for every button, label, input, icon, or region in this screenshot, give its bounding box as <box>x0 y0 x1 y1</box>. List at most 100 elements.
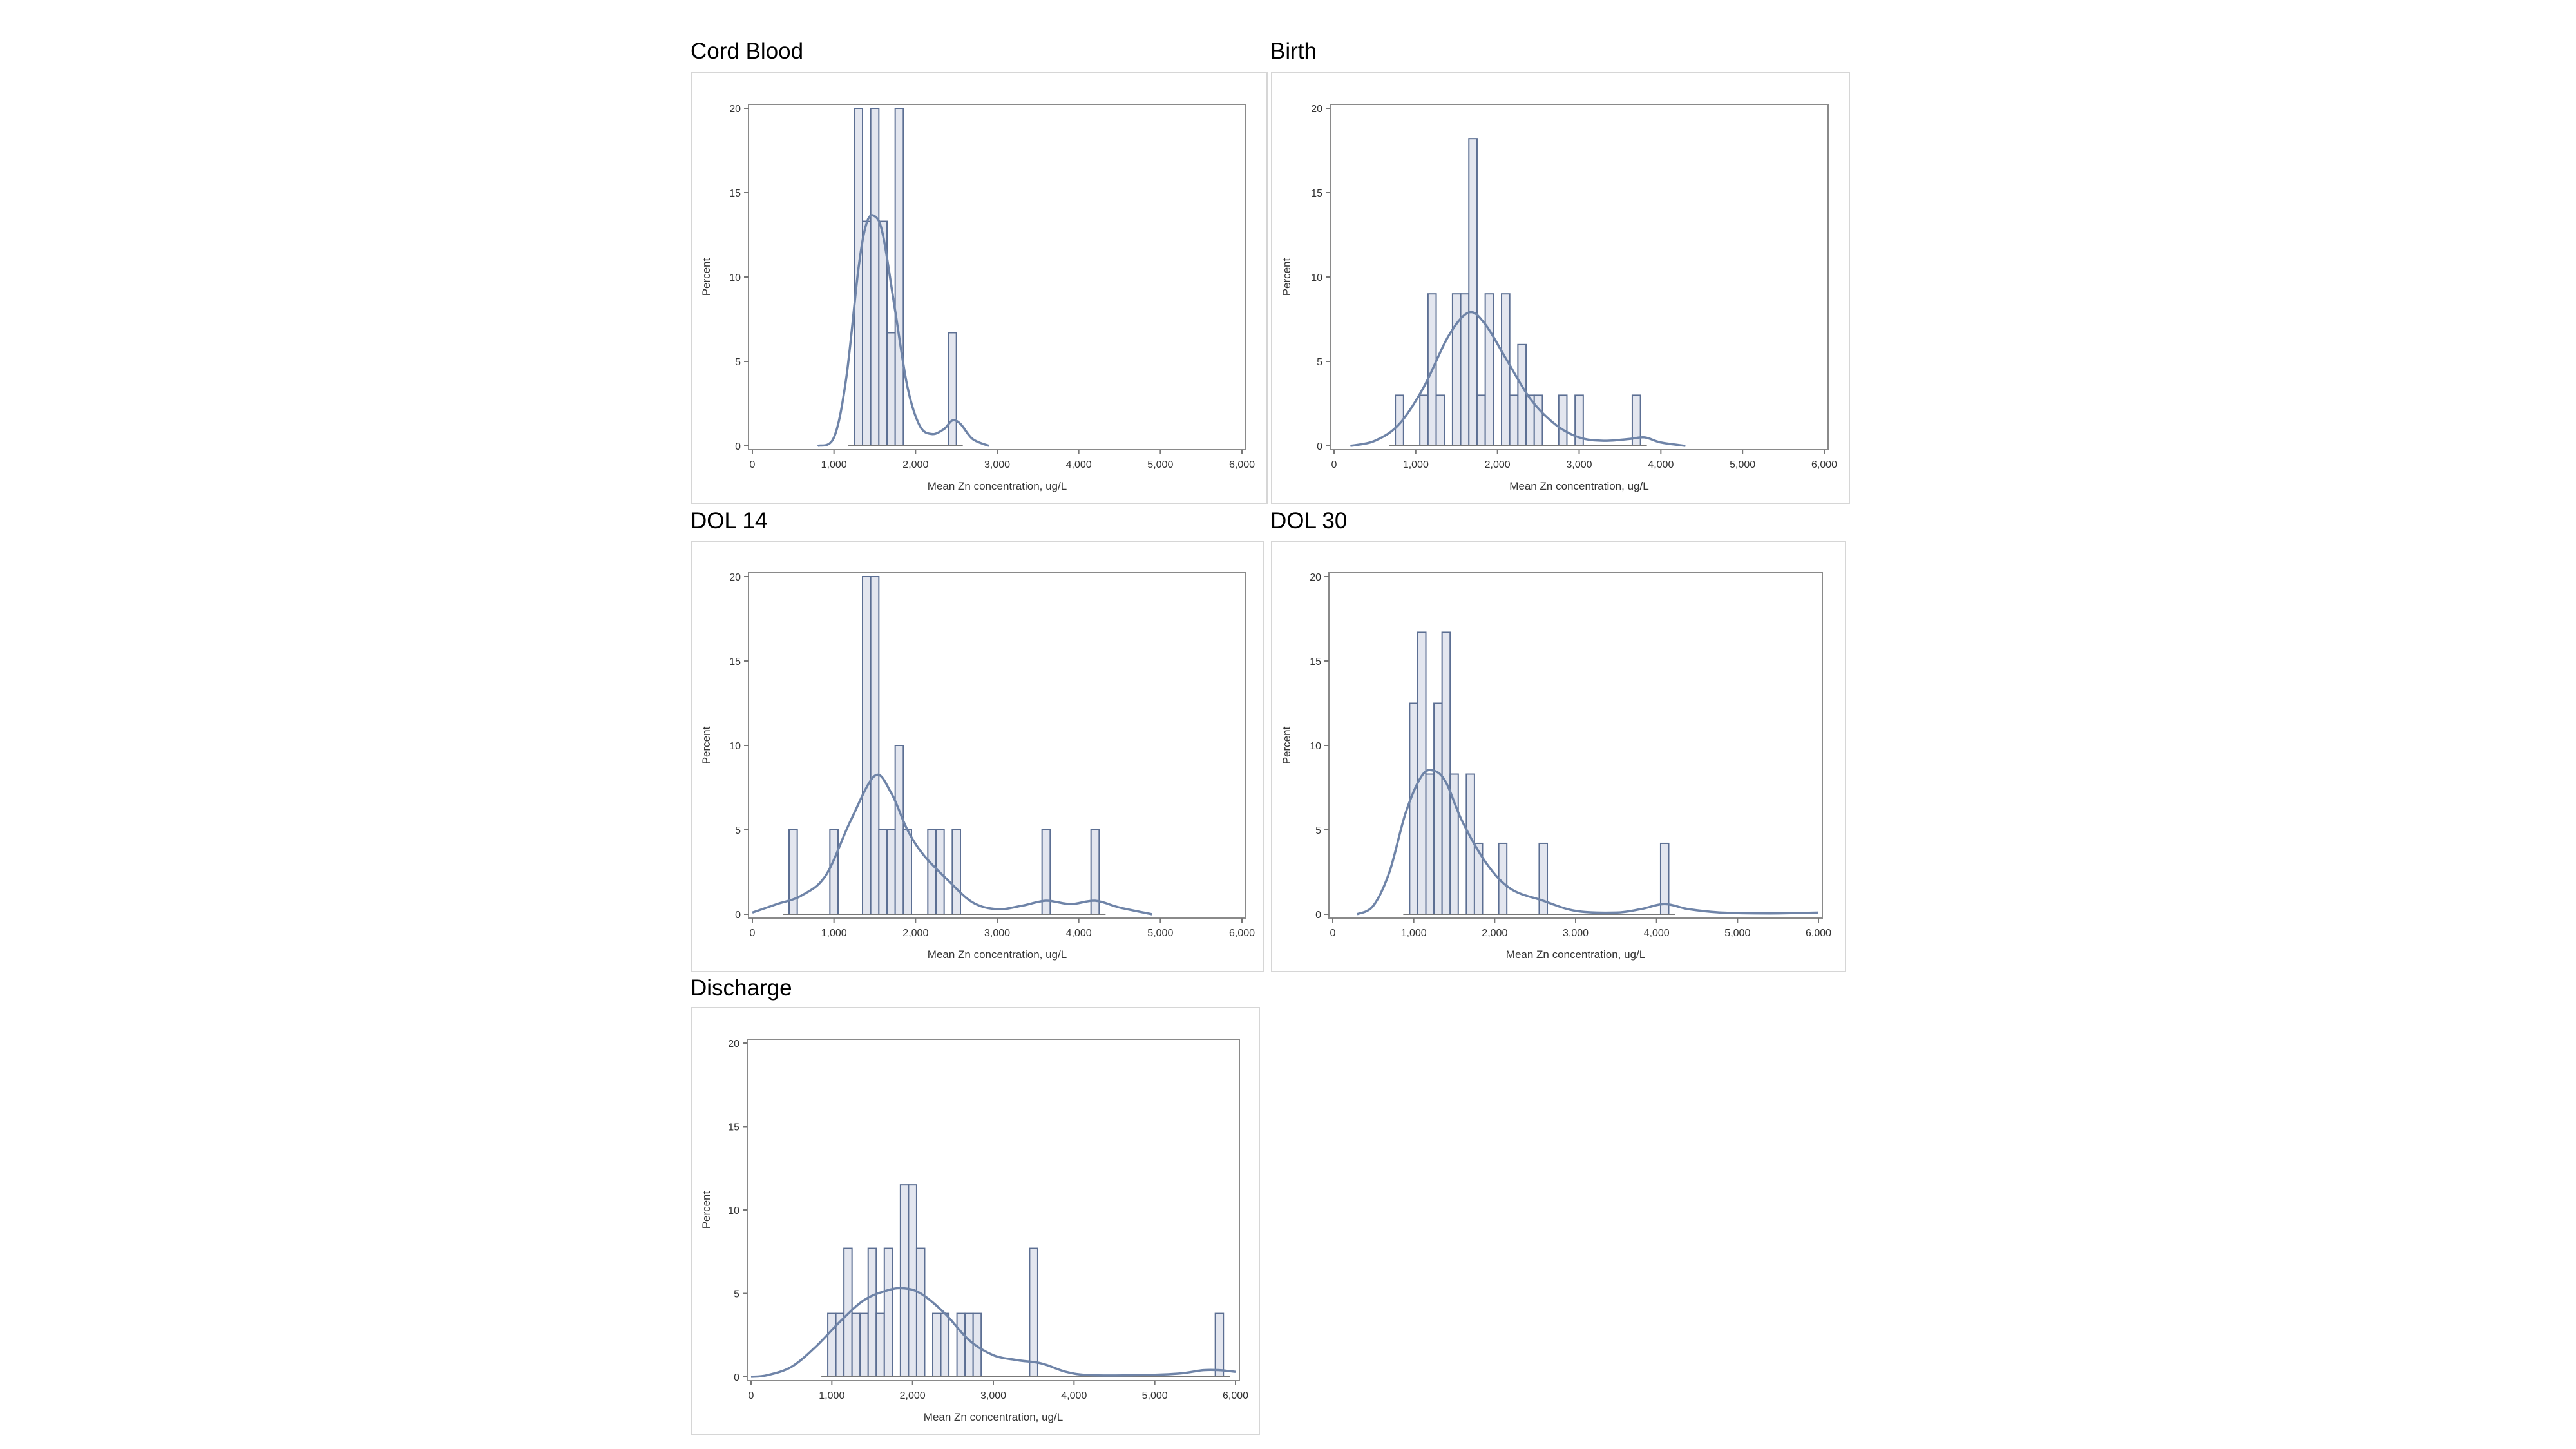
x-axis-title: Mean Zn concentration, ug/L <box>924 1411 1063 1423</box>
plot-area <box>748 104 1246 450</box>
histogram-bar-8 <box>899 1184 910 1377</box>
panel-title-birth: Birth <box>1270 39 1317 64</box>
y-axis-title: Percent <box>700 258 712 296</box>
histogram-bar-10 <box>951 829 962 915</box>
y-tick-label-4: 20 <box>728 1039 739 1050</box>
histogram-dol-14: 0 1,000 2,000 3,000 4,000 5,000 6,000 0 5 10 15 20 M… <box>691 541 1264 972</box>
histogram-bar-6 <box>894 745 904 915</box>
x-tick-label-4: 4,000 <box>1066 459 1092 470</box>
y-axis-title: Percent <box>700 726 712 764</box>
histogram-bar-4 <box>859 1312 869 1377</box>
x-tick-label-5: 5,000 <box>1147 928 1173 939</box>
y-tick-label-3: 15 <box>1310 657 1321 667</box>
y-tick-label-0: 0 <box>734 1372 739 1383</box>
histogram-bar-2 <box>1425 773 1435 916</box>
x-axis-title: Mean Zn concentration, ug/L <box>928 948 1067 961</box>
x-tick-label-5: 5,000 <box>1147 459 1173 470</box>
y-tick-label-1: 5 <box>1317 357 1322 368</box>
x-tick-label-6: 6,000 <box>1806 928 1831 939</box>
histogram-bar-4 <box>1441 631 1451 916</box>
x-tick-label-1: 1,000 <box>819 1390 844 1401</box>
histogram-bar-11 <box>1517 343 1527 446</box>
histogram-bar-13 <box>956 1312 966 1377</box>
histogram-bar-10 <box>915 1247 926 1377</box>
y-tick-label-2: 10 <box>729 741 741 752</box>
histogram-bar-6 <box>948 332 957 446</box>
histogram-bar-8 <box>927 829 937 915</box>
y-tick-label-2: 10 <box>728 1205 739 1216</box>
histogram-bar-0 <box>1409 702 1418 915</box>
histogram-bar-3 <box>851 1312 861 1377</box>
histogram-bar-14 <box>1558 394 1568 446</box>
y-tick-label-4: 20 <box>1310 572 1321 583</box>
histogram-bar-7 <box>1476 394 1486 446</box>
density-curve <box>1356 769 1819 916</box>
panel-title-cord-blood: Cord Blood <box>691 39 804 64</box>
x-tick-label-4: 4,000 <box>1061 1390 1087 1401</box>
histogram-bar-4 <box>878 829 888 915</box>
x-tick-label-1: 1,000 <box>821 459 847 470</box>
histogram-bar-1 <box>829 829 839 915</box>
x-tick-label-3: 3,000 <box>1563 928 1589 939</box>
histogram-bar-6 <box>1468 138 1478 446</box>
histogram-bar-3 <box>1433 702 1443 915</box>
histogram-bar-6 <box>875 1312 885 1377</box>
histogram-bar-5 <box>894 108 904 446</box>
density-curve <box>750 1287 1236 1378</box>
histogram-bar-5 <box>867 1247 877 1377</box>
histogram-cord-blood: 0 1,000 2,000 3,000 4,000 5,000 6,000 0 5 10 15 20 M… <box>691 72 1268 504</box>
y-tick-label-0: 0 <box>1317 441 1322 452</box>
histogram-bar-4 <box>886 332 896 446</box>
x-tick-label-4: 4,000 <box>1066 928 1092 939</box>
x-tick-label-3: 3,000 <box>984 459 1010 470</box>
x-tick-label-1: 1,000 <box>821 928 847 939</box>
x-tick-label-1: 1,000 <box>1403 459 1429 470</box>
histogram-bar-0 <box>827 1312 837 1377</box>
y-tick-label-1: 5 <box>734 1289 739 1300</box>
histogram-discharge: 0 1,000 2,000 3,000 4,000 5,000 6,000 0 5 10 15 20 M… <box>691 1007 1260 1435</box>
panel-title-discharge: Discharge <box>691 975 792 1001</box>
histogram-bar-0 <box>788 829 798 915</box>
x-tick-label-3: 3,000 <box>1566 459 1592 470</box>
plot-area <box>1328 572 1823 919</box>
y-tick-label-4: 20 <box>1311 104 1322 115</box>
histogram-bar-2 <box>870 108 880 446</box>
histogram-bar-13 <box>1533 394 1543 446</box>
x-tick-label-2: 2,000 <box>902 459 928 470</box>
y-tick-label-3: 15 <box>1311 188 1322 199</box>
y-tick-label-4: 20 <box>729 572 741 583</box>
x-tick-label-4: 4,000 <box>1644 928 1670 939</box>
histogram-bar-10 <box>1509 394 1519 446</box>
x-tick-label-2: 2,000 <box>900 1390 926 1401</box>
y-axis-title: Percent <box>700 1191 712 1229</box>
histogram-bar-11 <box>932 1312 942 1377</box>
histogram-bar-1 <box>862 220 872 446</box>
density-curve <box>817 214 990 447</box>
x-tick-label-3: 3,000 <box>980 1390 1006 1401</box>
y-tick-label-1: 5 <box>735 825 741 836</box>
density-curve <box>752 773 1153 916</box>
x-tick-label-6: 6,000 <box>1223 1390 1248 1401</box>
x-axis-title: Mean Zn concentration, ug/L <box>928 480 1067 492</box>
histogram-dol-30: 0 1,000 2,000 3,000 4,000 5,000 6,000 0 5 10 15 20 M… <box>1271 541 1846 972</box>
plot-area <box>747 1039 1240 1381</box>
y-tick-label-2: 10 <box>729 273 741 283</box>
histogram-bar-9 <box>1538 842 1549 915</box>
x-tick-label-2: 2,000 <box>902 928 928 939</box>
x-tick-label-0: 0 <box>749 1390 754 1401</box>
histogram-bar-4 <box>1451 293 1462 447</box>
histogram-bar-9 <box>1501 293 1511 447</box>
histogram-bar-16 <box>1029 1247 1038 1377</box>
histogram-bar-7 <box>902 829 913 915</box>
histogram-bar-12 <box>940 1312 950 1377</box>
histogram-bar-7 <box>883 1247 893 1377</box>
x-tick-label-3: 3,000 <box>984 928 1010 939</box>
plot-area <box>1330 104 1829 450</box>
histogram-bar-9 <box>908 1184 917 1377</box>
histogram-bar-1 <box>1419 394 1429 446</box>
x-tick-label-2: 2,000 <box>1482 928 1507 939</box>
histogram-bar-8 <box>1484 293 1494 447</box>
x-tick-label-6: 6,000 <box>1229 928 1255 939</box>
x-tick-label-0: 0 <box>750 928 756 939</box>
panel-title-dol-30: DOL 30 <box>1270 508 1348 533</box>
